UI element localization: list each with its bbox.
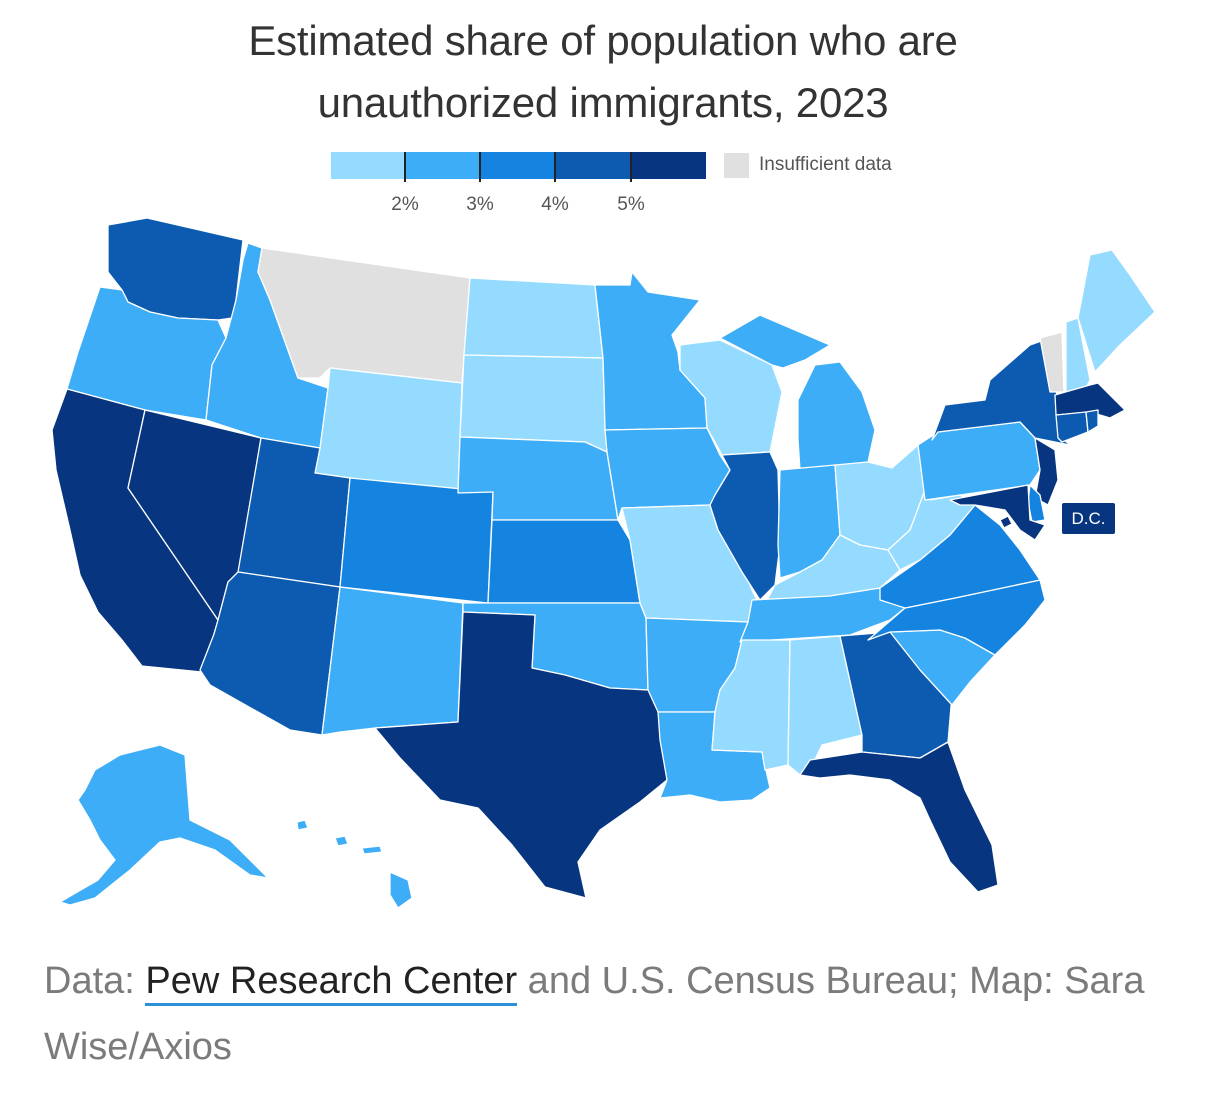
state-me bbox=[1077, 249, 1156, 373]
chart-title: Estimated share of population who are un… bbox=[0, 10, 1206, 134]
state-fl bbox=[799, 741, 999, 893]
state-nm bbox=[321, 586, 464, 736]
state-md bbox=[949, 484, 1046, 541]
state-tx bbox=[374, 611, 668, 899]
state-il bbox=[709, 451, 781, 601]
legend-no-data-label: Insufficient data bbox=[759, 154, 892, 175]
legend-tick-mark bbox=[630, 152, 632, 182]
legend-swatch-bin-3 bbox=[555, 152, 631, 179]
state-nd bbox=[463, 277, 604, 359]
legend-tick-label: 3% bbox=[466, 194, 494, 215]
state-ks bbox=[487, 519, 641, 604]
legend-tick-label: 2% bbox=[391, 194, 419, 215]
state-dc bbox=[999, 515, 1013, 529]
legend-no-data-swatch bbox=[724, 153, 749, 178]
state-wy bbox=[314, 367, 463, 494]
state-mn bbox=[594, 271, 708, 431]
legend-swatch-bin-2 bbox=[480, 152, 555, 179]
source-link-pew[interactable]: Pew Research Center bbox=[145, 960, 518, 1006]
state-ak bbox=[59, 744, 269, 906]
legend-tick-mark bbox=[404, 152, 406, 182]
source-credit: Data: Pew Research Center and U.S. Censu… bbox=[44, 948, 1164, 1080]
legend-swatch-bin-0 bbox=[331, 152, 405, 179]
state-ri bbox=[1085, 409, 1099, 433]
color-legend: 2% 3% 4% 5% Insufficient data bbox=[331, 152, 951, 222]
legend-tick-mark bbox=[479, 152, 481, 182]
state-co bbox=[339, 477, 494, 604]
legend-swatch-bin-1 bbox=[405, 152, 480, 179]
state-hi bbox=[296, 819, 413, 909]
us-map-svg bbox=[51, 217, 1156, 909]
chart-title-line-1: Estimated share of population who are bbox=[248, 17, 958, 64]
legend-tick-mark bbox=[554, 152, 556, 182]
state-mi bbox=[719, 314, 876, 471]
legend-tick-label: 5% bbox=[617, 194, 645, 215]
dc-callout-label: D.C. bbox=[1062, 503, 1115, 534]
legend-tick-label: 4% bbox=[541, 194, 569, 215]
state-nh bbox=[1065, 317, 1091, 394]
source-prefix: Data: bbox=[44, 960, 146, 1002]
state-ct bbox=[1055, 411, 1089, 443]
source-suffix: and U.S. Census Bureau; Map: Sara Wise/A… bbox=[44, 960, 1145, 1068]
chart-title-line-2: unauthorized immigrants, 2023 bbox=[317, 79, 889, 126]
legend-swatch-bin-4 bbox=[631, 152, 706, 179]
us-choropleth-map bbox=[0, 200, 1206, 930]
state-nj bbox=[1034, 437, 1059, 506]
